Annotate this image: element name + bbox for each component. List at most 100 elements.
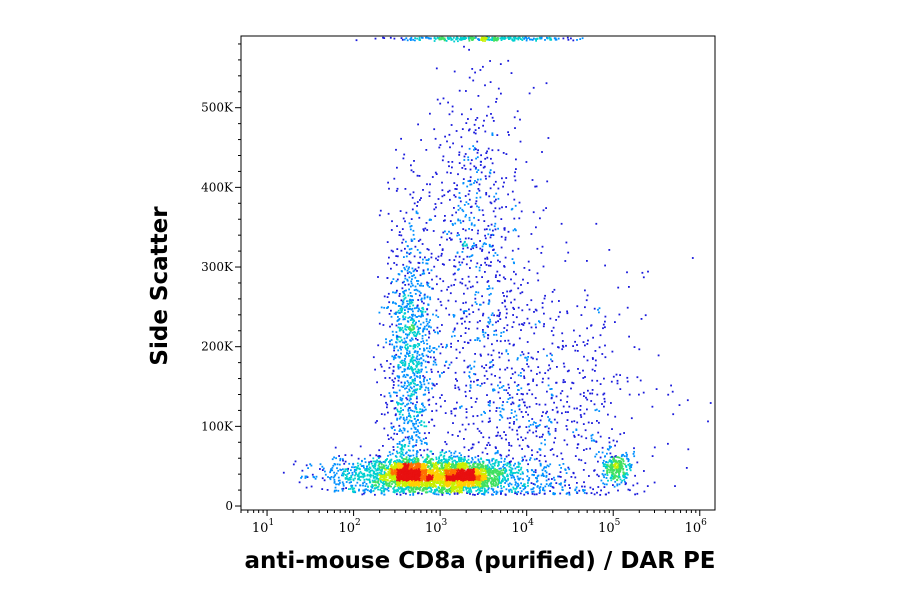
event-point: [479, 469, 482, 471]
event-point: [404, 477, 407, 480]
event-point: [495, 459, 498, 461]
event-point: [460, 470, 462, 473]
event-point: [496, 484, 499, 487]
event-point: [419, 408, 422, 411]
event-point: [420, 315, 423, 318]
event-point: [429, 458, 432, 461]
event-point: [380, 469, 383, 471]
event-point: [345, 487, 347, 489]
event-point: [509, 462, 511, 465]
event-point: [494, 485, 497, 487]
event-point: [377, 480, 380, 483]
event-point: [450, 466, 452, 468]
event-point: [406, 460, 409, 462]
event-point: [457, 482, 459, 484]
event-point: [432, 313, 434, 316]
event-point: [480, 465, 482, 468]
event-point: [440, 491, 443, 494]
event-point: [460, 458, 462, 461]
event-point: [490, 483, 493, 486]
event-point: [414, 346, 416, 349]
event-point: [419, 292, 422, 294]
event-point: [410, 401, 412, 404]
event-point: [389, 363, 392, 365]
event-point: [372, 474, 375, 477]
event-point: [387, 489, 390, 492]
event-point: [484, 466, 487, 469]
event-point: [348, 478, 351, 481]
event-point: [353, 469, 356, 471]
event-point: [397, 273, 400, 275]
event-point: [553, 479, 556, 481]
event-point: [461, 477, 464, 480]
event-point: [486, 471, 489, 474]
event-point: [390, 282, 392, 285]
event-point: [393, 480, 395, 483]
event-point: [424, 477, 427, 479]
event-point: [379, 469, 382, 472]
event-point: [414, 382, 416, 385]
event-point: [380, 463, 383, 466]
event-point: [417, 371, 419, 373]
event-point: [412, 461, 414, 464]
event-point: [362, 464, 365, 467]
event-point: [492, 483, 495, 485]
event-point: [493, 471, 495, 474]
event-point: [382, 482, 384, 485]
event-point: [392, 356, 395, 359]
event-point: [404, 465, 407, 468]
event-point: [409, 359, 412, 361]
event-point: [407, 317, 410, 319]
event-point: [423, 272, 426, 275]
event-point: [468, 465, 471, 468]
event-point: [428, 461, 430, 464]
event-point: [469, 481, 472, 483]
event-point: [392, 425, 395, 428]
event-point: [532, 487, 535, 489]
event-point: [410, 302, 412, 305]
event-point: [392, 291, 394, 294]
event-point: [395, 313, 397, 315]
event-point: [386, 307, 388, 309]
event-point: [510, 474, 512, 477]
event-point: [467, 485, 469, 487]
event-point: [347, 478, 350, 481]
event-point: [405, 333, 407, 336]
event-point: [465, 463, 467, 466]
event-point: [496, 473, 498, 475]
event-point: [407, 421, 410, 423]
event-point: [489, 471, 492, 474]
event-point: [396, 474, 399, 476]
event-point: [517, 482, 519, 485]
event-point: [430, 256, 433, 259]
event-point: [467, 473, 470, 476]
event-point: [361, 473, 364, 476]
event-point: [500, 469, 503, 472]
event-point: [422, 471, 425, 473]
event-point: [383, 477, 385, 479]
event-point: [414, 457, 417, 460]
event-point: [472, 478, 475, 481]
event-point: [404, 361, 407, 363]
event-point: [369, 469, 372, 472]
event-point: [387, 454, 389, 457]
event-point: [428, 486, 431, 489]
event-point: [469, 488, 471, 490]
event-point: [394, 480, 397, 483]
event-point: [367, 467, 369, 470]
event-point: [481, 465, 483, 468]
event-point: [375, 461, 377, 463]
event-point: [409, 386, 412, 389]
event-point: [282, 471, 285, 474]
event-point: [402, 263, 405, 266]
event-point: [418, 485, 420, 488]
event-point: [415, 488, 418, 491]
event-point: [472, 464, 475, 467]
event-point: [543, 466, 546, 468]
event-point: [469, 478, 472, 480]
event-point: [339, 457, 342, 460]
event-point: [410, 317, 413, 319]
event-point: [392, 358, 395, 361]
event-point: [396, 311, 399, 314]
event-point: [402, 238, 405, 241]
